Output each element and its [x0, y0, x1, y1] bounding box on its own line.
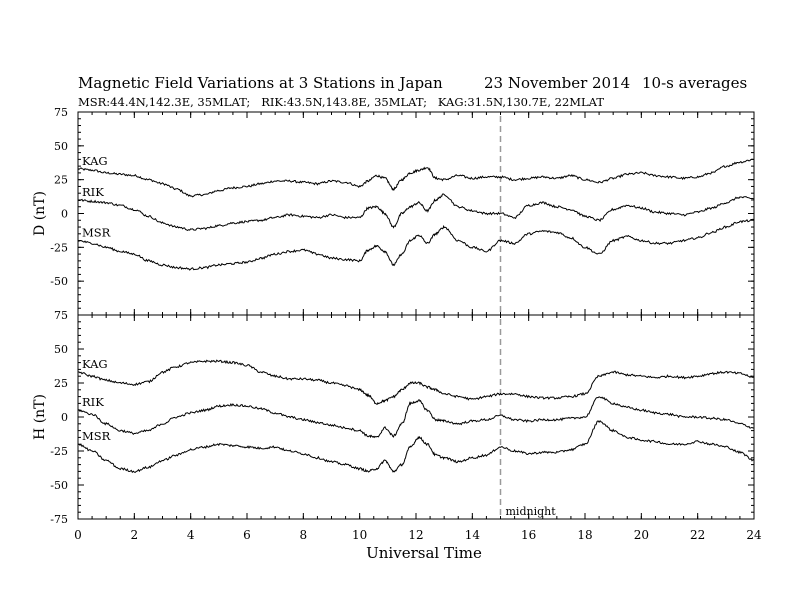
- panel-frame-1: [77, 314, 755, 520]
- x-tick-label: 14: [465, 528, 481, 542]
- x-tick-label: 6: [243, 528, 251, 542]
- y-axis-label: H (nT): [32, 394, 48, 440]
- y-tick-label: 75: [54, 309, 68, 322]
- midnight-label: midnight: [506, 505, 557, 518]
- x-tick-label: 8: [300, 528, 308, 542]
- x-tick-label: 16: [521, 528, 536, 542]
- series-label-msr: MSR: [82, 429, 111, 443]
- chart-title: Magnetic Field Variations at 3 Stations …: [78, 74, 443, 92]
- x-tick-label: 20: [634, 528, 649, 542]
- series-label-rik: RIK: [82, 395, 104, 409]
- x-tick-label: 2: [131, 528, 139, 542]
- y-tick-label: 0: [61, 411, 68, 424]
- series-label-rik: RIK: [82, 185, 104, 199]
- chart-date: 23 November 2014: [484, 74, 630, 92]
- y-tick-label: -75: [50, 513, 68, 526]
- y-tick-label: 25: [54, 377, 68, 390]
- panel-frame-0: [77, 111, 755, 316]
- series-label-msr: MSR: [82, 226, 111, 240]
- x-tick-label: 18: [577, 528, 592, 542]
- y-tick-label: -50: [50, 275, 68, 288]
- y-axis-label: D (nT): [32, 191, 48, 236]
- y-tick-label: -50: [50, 479, 68, 492]
- x-tick-label: 24: [746, 528, 762, 542]
- x-axis-label: Universal Time: [366, 544, 482, 562]
- series-line-kag: [77, 158, 754, 198]
- series-label-kag: KAG: [82, 357, 108, 371]
- x-tick-label: 12: [408, 528, 423, 542]
- y-tick-label: -25: [50, 445, 68, 458]
- series-label-kag: KAG: [82, 154, 108, 168]
- x-tick-label: 0: [74, 528, 82, 542]
- series-line-rik: [77, 193, 755, 231]
- series-line-rik: [77, 396, 755, 439]
- series-line-msr: [77, 218, 755, 271]
- y-tick-label: 50: [54, 140, 68, 153]
- y-tick-label: 0: [61, 208, 68, 221]
- x-tick-label: 10: [352, 528, 367, 542]
- series-line-msr: [77, 420, 755, 474]
- chart-subtitle: MSR:44.4N,142.3E, 35MLAT; RIK:43.5N,143.…: [78, 95, 604, 109]
- y-tick-label: 50: [54, 343, 68, 356]
- x-tick-label: 22: [690, 528, 705, 542]
- series-line-kag: [77, 359, 755, 405]
- y-tick-label: 75: [54, 106, 68, 119]
- chart-averaging: 10-s averages: [642, 74, 747, 92]
- y-tick-label: 25: [54, 174, 68, 187]
- x-tick-label: 4: [187, 528, 195, 542]
- y-tick-label: -25: [50, 241, 68, 254]
- plot-area: 75 50 25 0 -25 -50 D (nT) KAG RIK MSR 75 50 25 0 -25 -5…: [32, 106, 762, 542]
